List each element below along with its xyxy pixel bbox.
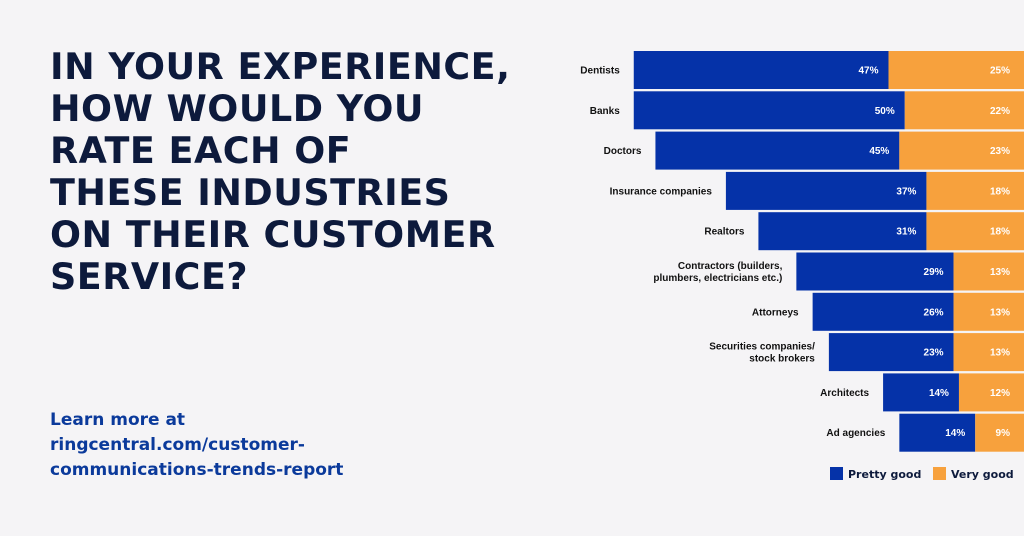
bar-pretty-good <box>655 131 900 170</box>
bar-pretty-good <box>899 413 976 452</box>
headline-line: ON THEIR CUSTOMER <box>50 213 496 256</box>
value-label-very-good: 13% <box>990 267 1010 278</box>
bar-pretty-good <box>758 212 927 251</box>
value-label-very-good: 25% <box>990 66 1010 77</box>
value-label-very-good: 13% <box>990 348 1010 359</box>
value-label-pretty-good: 37% <box>896 186 916 197</box>
category-label: Realtors <box>704 227 744 238</box>
legend-swatch-pretty-good <box>830 467 843 480</box>
category-label: Dentists <box>580 66 620 77</box>
value-label-pretty-good: 47% <box>858 66 878 77</box>
bar-very-good <box>899 131 1024 170</box>
legend-label-very-good: Very good <box>951 468 1014 481</box>
category-label: Contractors (builders, <box>678 261 783 272</box>
value-label-pretty-good: 31% <box>896 227 916 238</box>
headline-line: IN YOUR EXPERIENCE, <box>50 45 511 88</box>
value-label-pretty-good: 23% <box>924 348 944 359</box>
value-label-very-good: 23% <box>990 146 1010 157</box>
cta-line: ringcentral.com/customer- <box>50 435 305 455</box>
value-label-pretty-good: 14% <box>945 428 965 439</box>
cta-line: Learn more at <box>50 410 186 430</box>
bar-very-good <box>953 333 1024 372</box>
bar-pretty-good <box>633 51 889 89</box>
bar-pretty-good <box>883 373 959 412</box>
bar-very-good <box>958 373 1024 412</box>
legend-label-pretty-good: Pretty good <box>848 468 921 481</box>
learn-more-link[interactable]: Learn more at ringcentral.com/customer- … <box>50 408 343 483</box>
value-label-very-good: 9% <box>996 428 1011 439</box>
bar-pretty-good <box>633 91 905 130</box>
value-label-very-good: 12% <box>990 388 1010 399</box>
bar-very-good <box>953 252 1024 291</box>
value-label-pretty-good: 45% <box>869 146 889 157</box>
bar-very-good <box>926 171 1024 210</box>
category-label: Doctors <box>604 146 642 157</box>
headline-line: THESE INDUSTRIES <box>50 171 451 214</box>
value-label-pretty-good: 14% <box>929 388 949 399</box>
value-label-very-good: 18% <box>990 186 1010 197</box>
bar-pretty-good <box>812 292 954 331</box>
bar-very-good <box>904 91 1024 130</box>
headline-line: HOW WOULD YOU <box>50 87 425 130</box>
value-label-very-good: 22% <box>990 106 1010 117</box>
category-label: stock brokers <box>749 354 815 365</box>
headline-line: RATE EACH OF <box>50 129 352 172</box>
bar-very-good <box>975 413 1024 452</box>
value-label-very-good: 13% <box>990 307 1010 318</box>
bar-pretty-good <box>725 171 927 210</box>
category-label: plumbers, electricians etc.) <box>653 273 782 284</box>
bar-pretty-good <box>828 333 954 372</box>
cta-line: communications-trends-report <box>50 460 344 480</box>
category-label: Ad agencies <box>826 428 885 439</box>
bar-very-good <box>926 212 1024 251</box>
value-label-very-good: 18% <box>990 227 1010 238</box>
value-label-pretty-good: 29% <box>924 267 944 278</box>
bar-very-good <box>888 51 1024 89</box>
bar-very-good <box>953 292 1024 331</box>
legend-swatch-very-good <box>933 467 946 480</box>
headline: IN YOUR EXPERIENCE, HOW WOULD YOU RATE E… <box>50 46 550 298</box>
headline-line: SERVICE? <box>50 255 249 298</box>
category-label: Architects <box>820 388 869 399</box>
category-label: Banks <box>590 106 620 117</box>
value-label-pretty-good: 26% <box>924 307 944 318</box>
category-label: Attorneys <box>752 307 799 318</box>
value-label-pretty-good: 50% <box>875 106 895 117</box>
bar-pretty-good <box>796 252 954 291</box>
category-label: Securities companies/ <box>709 342 815 353</box>
category-label: Insurance companies <box>610 186 713 197</box>
